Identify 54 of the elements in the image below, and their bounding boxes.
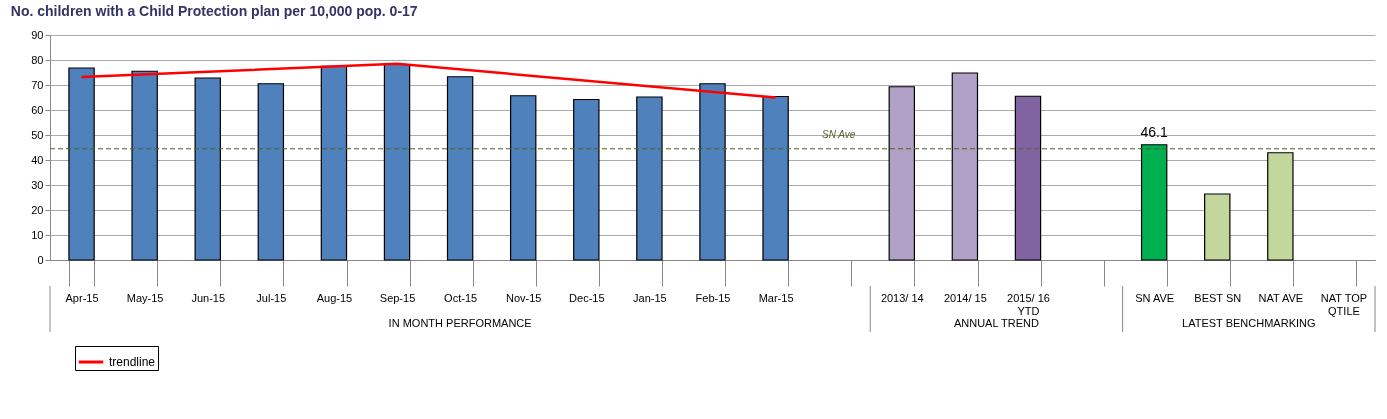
legend-label: trendline (109, 355, 156, 369)
x-tick-label: Jul-15 (256, 291, 287, 304)
text: IN MONTH PERFORMANCE (388, 317, 532, 329)
bar (194, 77, 221, 261)
x-tick-label: Aug-15 (316, 291, 353, 304)
chart-title: No. children with a Child Protection plan per 10,000 pop. 0-17 (10, 3, 418, 19)
data-label: 46.1 (1140, 123, 1168, 140)
bar (257, 83, 285, 261)
text: LATEST BENCHMARKING (1182, 317, 1316, 329)
x-tick-label: May-15 (126, 291, 164, 304)
bar (1140, 144, 1168, 261)
x-tick-label: 2015/ 16 YTD (1007, 291, 1050, 317)
x-tick-label: Apr-15 (65, 291, 99, 304)
ref-line-label: SN Ave (822, 128, 856, 140)
x-tick-label: BEST SN (1194, 291, 1242, 304)
bar (383, 63, 411, 261)
y-tick-label: 80 (31, 53, 44, 66)
x-tick-label: Jun-15 (191, 291, 226, 304)
bar (636, 96, 663, 261)
bar (131, 70, 158, 261)
x-tick-label: Sep-15 (379, 291, 416, 304)
y-tick-label: 50 (31, 128, 44, 141)
y-tick-label: 70 (31, 78, 44, 91)
bar (1204, 193, 1231, 261)
x-tick-label: Jan-15 (633, 291, 667, 304)
x-tick-label: 2013/ 14 (880, 291, 924, 304)
bar (1014, 95, 1042, 261)
x-tick-label: Dec-15 (569, 291, 605, 304)
y-tick-label: 40 (31, 153, 44, 166)
y-tick-label: 30 (31, 178, 44, 191)
x-tick-label: Nov-15 (505, 291, 542, 304)
bar (68, 67, 95, 261)
bar (510, 95, 537, 261)
bar (951, 72, 979, 261)
x-tick-label: NAT TOP QTILE (1320, 291, 1368, 317)
x-tick-label: 2014/ 15 (943, 291, 987, 304)
y-tick-label: 10 (31, 228, 44, 241)
bar (699, 83, 726, 261)
bar (888, 86, 915, 261)
y-tick-label: 60 (31, 103, 44, 116)
y-tick-label: 90 (31, 28, 44, 41)
x-tick-label: Feb-15 (695, 291, 731, 304)
bar (573, 98, 600, 261)
bar (762, 95, 789, 261)
x-tick-label: Mar-15 (758, 291, 794, 304)
bar (1267, 152, 1294, 261)
text: ANNUAL TREND (953, 317, 1039, 329)
x-tick-label: SN AVE (1135, 291, 1175, 304)
bar (446, 76, 474, 261)
y-tick-label: 20 (31, 203, 44, 216)
y-tick-label: 0 (37, 253, 44, 266)
x-tick-label: NAT AVE (1258, 291, 1304, 304)
bar (320, 65, 348, 261)
x-tick-label: Oct-15 (444, 291, 478, 304)
